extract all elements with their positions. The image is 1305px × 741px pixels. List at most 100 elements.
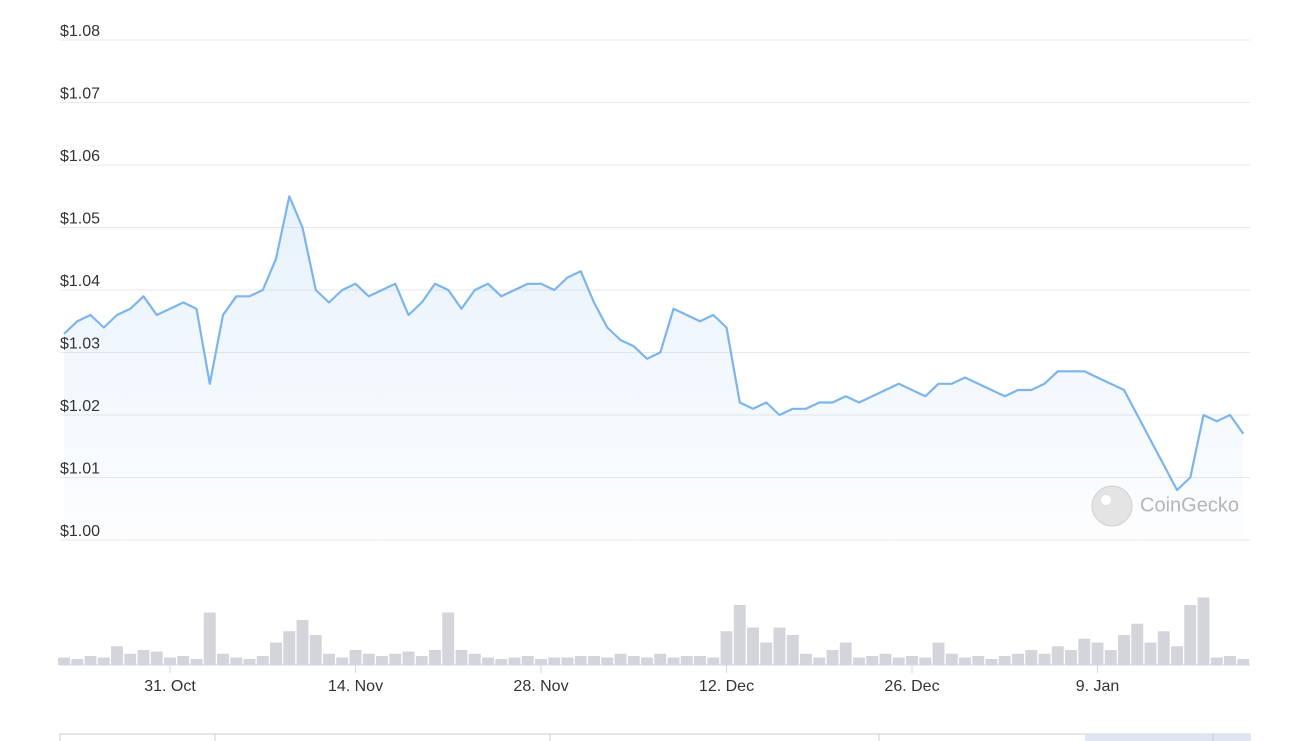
volume-bar bbox=[84, 656, 97, 665]
watermark-logo-eye bbox=[1101, 495, 1111, 505]
volume-bar bbox=[468, 653, 481, 665]
volume-bar bbox=[853, 657, 865, 665]
volume-bar bbox=[1210, 657, 1223, 665]
price-area bbox=[64, 196, 1244, 541]
volume-bar bbox=[574, 656, 587, 665]
navigator-track bbox=[59, 733, 1251, 741]
volume-bar bbox=[190, 659, 203, 665]
volume-bar bbox=[323, 653, 335, 665]
x-tick-label: 31. Oct bbox=[144, 678, 196, 695]
volume-bar bbox=[747, 627, 759, 665]
volume-bar bbox=[495, 659, 508, 665]
volume-bar bbox=[482, 657, 494, 665]
volume-bar bbox=[1025, 650, 1038, 665]
volume-bar bbox=[508, 657, 521, 665]
volume-bar bbox=[150, 651, 163, 665]
volume-bar bbox=[998, 656, 1011, 665]
volume-bar bbox=[309, 635, 322, 665]
volume-bar bbox=[1237, 659, 1250, 665]
volume-bar bbox=[137, 650, 150, 665]
volume-bar bbox=[256, 656, 269, 665]
volume-bar bbox=[906, 656, 918, 665]
volume-bar bbox=[826, 650, 839, 665]
volume-bar bbox=[654, 653, 667, 665]
volume-bar bbox=[124, 653, 137, 665]
y-tick-label: $1.00 bbox=[60, 523, 100, 540]
volume-bar bbox=[1078, 638, 1091, 665]
volume-bar bbox=[296, 620, 309, 665]
volume-bar bbox=[283, 631, 296, 665]
volume-bar bbox=[1157, 631, 1170, 665]
navigator-selection bbox=[1085, 734, 1250, 741]
volume-bar bbox=[813, 657, 826, 665]
volume-bar bbox=[230, 657, 243, 665]
volume-bar bbox=[97, 657, 110, 665]
volume-bar bbox=[707, 657, 720, 665]
volume-bar bbox=[680, 656, 693, 665]
volume-bar bbox=[614, 653, 627, 665]
watermark-logo bbox=[1091, 485, 1133, 527]
volume-bar bbox=[866, 656, 879, 665]
volume-bar bbox=[1012, 653, 1024, 665]
volume-bar bbox=[839, 642, 852, 665]
volume-bar bbox=[959, 657, 971, 665]
volume-bar bbox=[667, 657, 680, 665]
volume-bar bbox=[561, 657, 574, 665]
volume-bar bbox=[892, 657, 905, 665]
volume-bar bbox=[336, 657, 349, 665]
volume-bar bbox=[177, 656, 190, 665]
x-tick-label: 9. Jan bbox=[1076, 678, 1120, 695]
volume-bar bbox=[243, 659, 256, 665]
x-tick-label: 14. Nov bbox=[328, 678, 383, 695]
volume-bar bbox=[1224, 656, 1236, 665]
volume-bar bbox=[786, 635, 799, 665]
x-tick-label: 28. Nov bbox=[513, 678, 568, 695]
volume-bar bbox=[601, 657, 614, 665]
y-tick-label: $1.06 bbox=[60, 148, 100, 165]
volume-bar bbox=[641, 657, 653, 665]
volume-bar bbox=[203, 612, 216, 665]
price-line bbox=[63, 195, 1245, 492]
x-tick-label: 26. Dec bbox=[884, 678, 939, 695]
volume-bar bbox=[71, 659, 84, 665]
volume-bar bbox=[1144, 642, 1157, 665]
volume-bar bbox=[362, 653, 375, 665]
volume-bar bbox=[1184, 605, 1197, 665]
volume-bar bbox=[521, 656, 534, 665]
volume-bar bbox=[548, 657, 561, 665]
volume-bar bbox=[164, 657, 176, 665]
y-tick-label: $1.04 bbox=[60, 273, 100, 290]
volume-bar bbox=[627, 656, 640, 665]
volume-bar bbox=[376, 656, 388, 665]
volume-bar bbox=[1118, 635, 1130, 665]
y-tick-label: $1.01 bbox=[60, 461, 100, 478]
navigator bbox=[59, 733, 1251, 741]
volume-bar bbox=[879, 653, 892, 665]
volume-bar bbox=[389, 653, 402, 665]
volume-bar bbox=[270, 642, 282, 665]
volume-bar bbox=[1091, 642, 1104, 665]
volume-bar bbox=[972, 656, 985, 665]
watermark: CoinGecko bbox=[1091, 485, 1239, 527]
volume-bar bbox=[733, 605, 746, 665]
volume-bar bbox=[1131, 623, 1144, 665]
watermark-text: CoinGecko bbox=[1140, 494, 1239, 516]
volume-bar bbox=[588, 656, 600, 665]
volume-bar bbox=[535, 659, 547, 665]
volume-bar bbox=[58, 657, 70, 665]
volume-bar bbox=[415, 656, 428, 665]
y-tick-label: $1.03 bbox=[60, 336, 100, 353]
volume-bar bbox=[1038, 653, 1051, 665]
volume-bar bbox=[985, 659, 998, 665]
volume-bar bbox=[760, 642, 773, 665]
volume-bar bbox=[429, 650, 441, 665]
y-tick-label: $1.02 bbox=[60, 398, 100, 415]
volume-bar bbox=[720, 631, 733, 665]
volume-bar bbox=[800, 653, 812, 665]
volume-bar bbox=[773, 627, 786, 665]
volume-bar bbox=[1051, 646, 1064, 665]
y-tick-label: $1.07 bbox=[60, 86, 100, 103]
volume-bar bbox=[402, 651, 415, 665]
volume-bar bbox=[919, 657, 932, 665]
